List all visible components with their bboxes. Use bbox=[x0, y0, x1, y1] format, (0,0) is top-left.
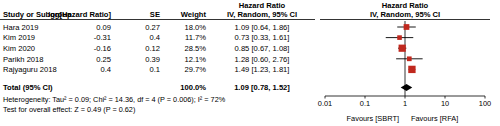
hazard-ratio: 0.73 [0.33, 1.61] bbox=[235, 33, 290, 42]
column-header: Weight bbox=[181, 10, 207, 19]
log-hr: 0.4 bbox=[100, 65, 111, 74]
x-tick-label: 0.01 bbox=[318, 99, 332, 108]
total-label: Total (95% CI) bbox=[3, 83, 53, 92]
study-name: Hara 2019 bbox=[3, 23, 38, 32]
hazard-ratio: 1.49 [1.23, 1.81] bbox=[235, 65, 290, 74]
hazard-ratio: 0.85 [0.67, 1.08] bbox=[235, 44, 290, 53]
se: 0.27 bbox=[145, 23, 160, 32]
x-tick-label: 1 bbox=[403, 99, 407, 108]
study-name: Kim 2020 bbox=[3, 44, 35, 53]
weight: 11.7% bbox=[185, 33, 206, 42]
log-hr: 0.09 bbox=[96, 23, 111, 32]
study-square bbox=[408, 66, 415, 73]
log-hr: 0.25 bbox=[96, 55, 111, 64]
weight: 29.7% bbox=[184, 65, 206, 74]
se: 0.12 bbox=[145, 44, 160, 53]
header-rule bbox=[0, 19, 315, 20]
log-hr: -0.16 bbox=[94, 44, 111, 53]
se: 0.1 bbox=[149, 65, 160, 74]
column-header: log[Hazard Ratio] bbox=[48, 10, 111, 19]
header-rule bbox=[320, 19, 490, 20]
study-square bbox=[397, 35, 402, 40]
log-hr: -0.31 bbox=[94, 33, 111, 42]
total-hazard-ratio: 1.09 [0.78, 1.52] bbox=[234, 83, 290, 92]
forest-plot: Hazard RatioHazard RatioStudy or Subgrou… bbox=[0, 0, 500, 126]
total-diamond bbox=[401, 84, 413, 91]
total-weight: 100.0% bbox=[180, 83, 206, 92]
study-name: Parikh 2018 bbox=[3, 55, 44, 64]
favours-right: Favours [RFA] bbox=[411, 114, 458, 123]
column-header: SE bbox=[150, 10, 160, 19]
hazard-ratio: 1.28 [0.60, 2.76] bbox=[235, 55, 290, 64]
favours-left: Favours [SBRT] bbox=[347, 114, 399, 123]
x-tick-label: 100 bbox=[479, 99, 491, 108]
heterogeneity: Heterogeneity: Tau² = 0.09; Chi² = 14.36… bbox=[3, 95, 226, 104]
x-tick-label: 0.1 bbox=[360, 99, 370, 108]
study-square bbox=[404, 24, 410, 30]
marks bbox=[386, 24, 423, 91]
weight: 18.0% bbox=[184, 23, 206, 32]
study-name: Kim 2019 bbox=[3, 33, 35, 42]
study-name: Rajyaguru 2018 bbox=[3, 65, 57, 74]
study-square bbox=[407, 56, 412, 61]
weight: 28.5% bbox=[184, 44, 206, 53]
weight: 12.1% bbox=[184, 55, 206, 64]
se: 0.4 bbox=[149, 33, 160, 42]
hazard-ratio: 1.09 [0.64, 1.86] bbox=[235, 23, 290, 32]
x-tick-label: 10 bbox=[441, 99, 449, 108]
se: 0.39 bbox=[145, 55, 160, 64]
column-header: IV, Random, 95% CI bbox=[227, 10, 297, 19]
study-square bbox=[399, 45, 406, 52]
overall-effect: Test for overall effect: Z = 0.49 (P = 0… bbox=[3, 105, 135, 114]
column-header: IV, Random, 95% CI bbox=[370, 10, 440, 19]
